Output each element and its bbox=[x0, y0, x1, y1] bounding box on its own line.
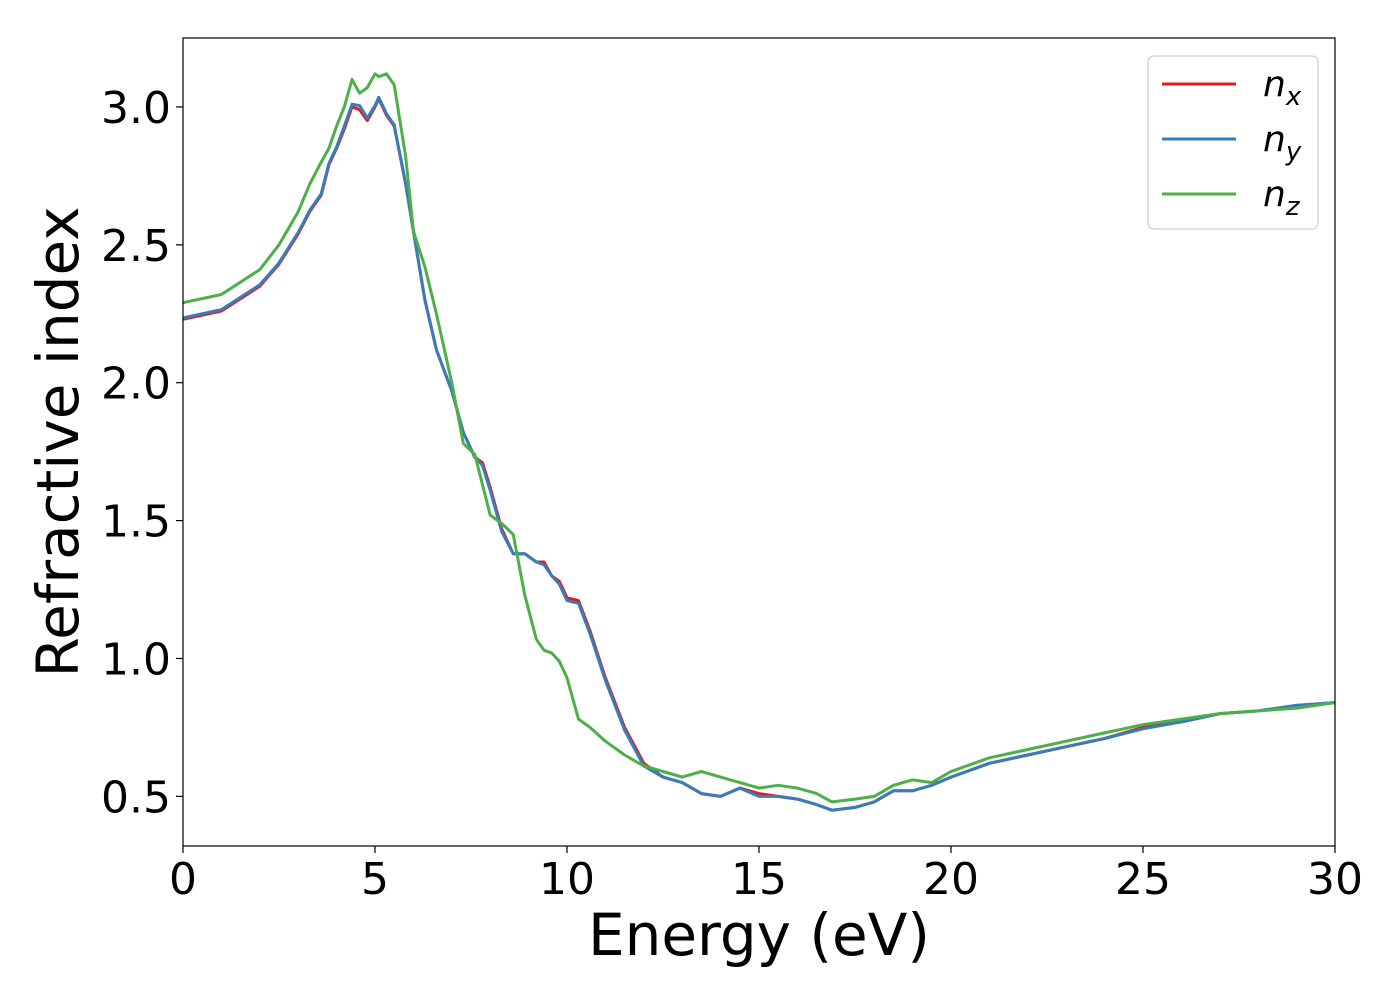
y-tick-label: 1.5 bbox=[101, 497, 171, 548]
y-axis-ticks: 0.5 1.0 1.5 2.0 2.5 3.0 bbox=[101, 83, 183, 823]
x-tick-label: 5 bbox=[361, 854, 389, 905]
series-layer bbox=[183, 72, 1335, 812]
series-line-z bbox=[183, 72, 1335, 804]
x-tick-label: 0 bbox=[169, 854, 197, 905]
y-tick-label: 0.5 bbox=[101, 772, 171, 823]
y-tick-label: 2.0 bbox=[101, 359, 171, 410]
x-tick-label: 30 bbox=[1307, 854, 1363, 905]
legend-box bbox=[1147, 55, 1319, 230]
x-axis-ticks: 0 5 10 15 20 25 30 bbox=[169, 846, 1363, 905]
x-tick-label: 25 bbox=[1115, 854, 1171, 905]
y-tick-label: 2.5 bbox=[101, 221, 171, 272]
x-tick-label: 15 bbox=[731, 854, 787, 905]
x-tick-label: 10 bbox=[539, 854, 595, 905]
series-line-y bbox=[183, 95, 1335, 812]
y-axis-title: Refractive index bbox=[24, 206, 92, 677]
y-tick-label: 3.0 bbox=[101, 83, 171, 134]
x-tick-label: 20 bbox=[923, 854, 979, 905]
y-tick-label: 1.0 bbox=[101, 634, 171, 685]
x-axis-title: Energy (eV) bbox=[588, 901, 930, 969]
